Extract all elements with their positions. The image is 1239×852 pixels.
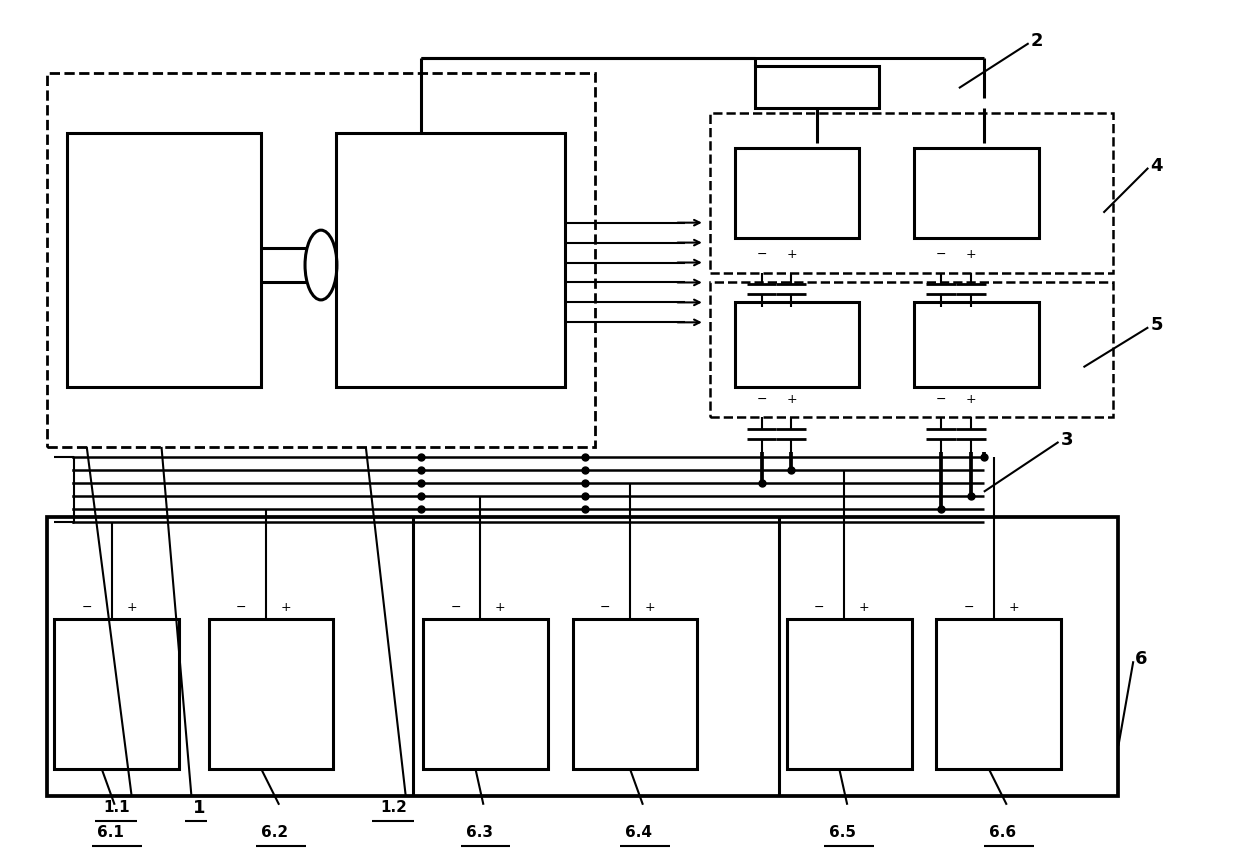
Text: 6.1: 6.1: [97, 826, 124, 840]
Text: −: −: [450, 601, 461, 614]
Text: −: −: [935, 248, 947, 261]
Text: 4: 4: [1150, 157, 1162, 175]
Bar: [735, 302, 859, 387]
Text: −: −: [235, 601, 247, 614]
Text: +: +: [786, 393, 797, 406]
Text: +: +: [859, 601, 870, 614]
Text: +: +: [965, 393, 976, 406]
Text: 6.2: 6.2: [261, 826, 289, 840]
Text: −: −: [756, 393, 767, 406]
Text: +: +: [786, 248, 797, 261]
Bar: [787, 619, 912, 769]
Bar: [47, 516, 1119, 796]
Bar: [55, 619, 178, 769]
Bar: [755, 66, 880, 108]
Text: −: −: [814, 601, 825, 614]
Bar: [735, 148, 859, 238]
Bar: [67, 133, 261, 387]
Bar: [710, 113, 1114, 273]
Bar: [937, 619, 1061, 769]
Text: −: −: [935, 393, 947, 406]
Text: +: +: [965, 248, 976, 261]
Text: 1.2: 1.2: [380, 800, 408, 815]
Text: 6.3: 6.3: [466, 826, 493, 840]
Text: +: +: [126, 601, 136, 614]
Text: −: −: [964, 601, 974, 614]
Text: 1.1: 1.1: [104, 800, 130, 815]
Text: 5: 5: [1150, 316, 1162, 334]
Text: +: +: [496, 601, 506, 614]
Text: −: −: [756, 248, 767, 261]
Text: 1: 1: [193, 799, 206, 817]
Text: +: +: [1009, 601, 1018, 614]
Text: 3: 3: [1061, 431, 1073, 449]
Bar: [710, 283, 1114, 417]
Bar: [336, 133, 565, 387]
Text: 6.6: 6.6: [989, 826, 1016, 840]
Text: 2: 2: [1031, 32, 1043, 50]
Bar: [572, 619, 698, 769]
Bar: [914, 148, 1038, 238]
Text: 6: 6: [1135, 650, 1147, 668]
Bar: [47, 73, 595, 447]
Bar: [209, 619, 333, 769]
Text: 6.5: 6.5: [829, 826, 856, 840]
Text: −: −: [600, 601, 611, 614]
Bar: [424, 619, 548, 769]
Text: +: +: [644, 601, 655, 614]
Bar: [914, 302, 1038, 387]
Text: 6.4: 6.4: [624, 826, 652, 840]
Text: −: −: [82, 601, 92, 614]
Text: +: +: [281, 601, 291, 614]
